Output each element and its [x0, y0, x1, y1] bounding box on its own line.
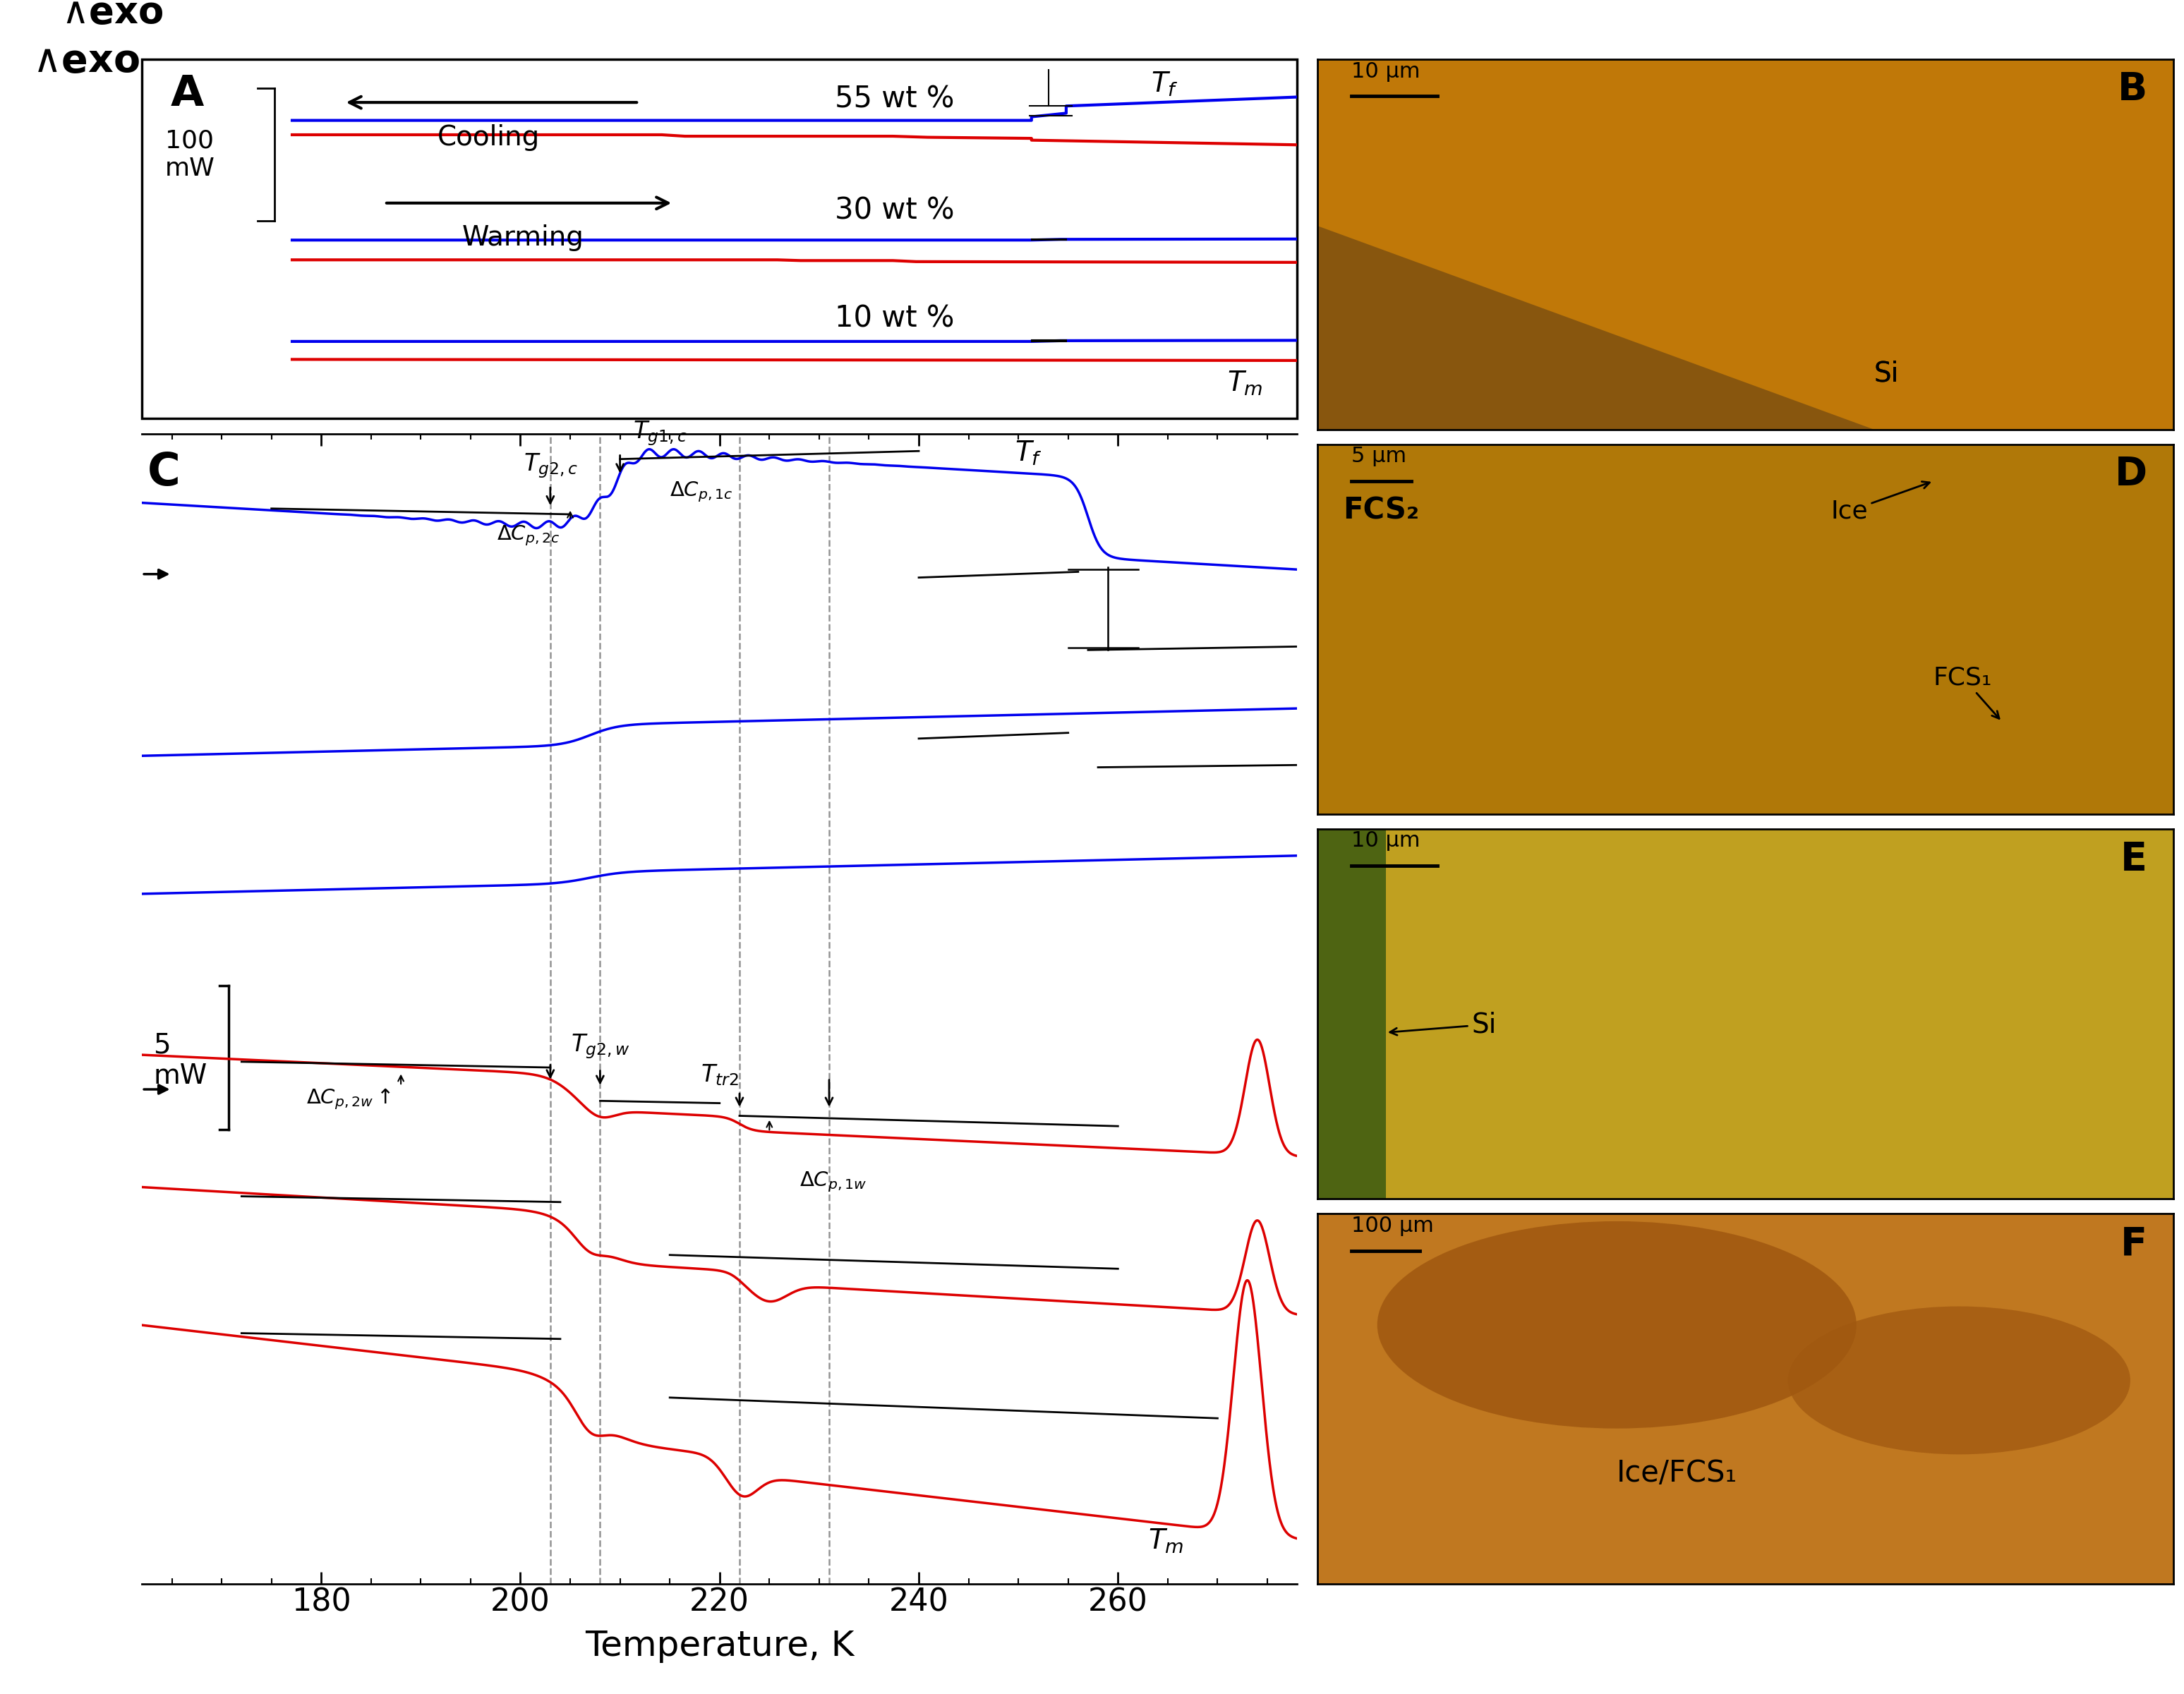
- Text: 30 wt %: 30 wt %: [834, 197, 954, 225]
- Text: 100 μm: 100 μm: [1352, 1216, 1435, 1237]
- Text: Si: Si: [1874, 361, 1898, 388]
- Text: $T_{g2,c}$: $T_{g2,c}$: [524, 452, 577, 479]
- Text: Si: Si: [1389, 1011, 1496, 1038]
- Text: Si: Si: [1874, 361, 1898, 388]
- Text: 100
mW: 100 mW: [166, 129, 214, 181]
- Text: $T_{tr2}$: $T_{tr2}$: [701, 1062, 738, 1088]
- Text: $T_{g2,w}$: $T_{g2,w}$: [570, 1033, 629, 1060]
- Text: C: C: [149, 451, 181, 495]
- Text: FCS₁: FCS₁: [1933, 666, 1998, 718]
- Text: FCS₂: FCS₂: [1343, 496, 1420, 525]
- Text: 10 wt %: 10 wt %: [834, 303, 954, 334]
- Text: $\Delta C_{p,2c}$: $\Delta C_{p,2c}$: [498, 523, 561, 547]
- Text: $\Delta C_{p,2w}\uparrow$: $\Delta C_{p,2w}\uparrow$: [306, 1088, 391, 1111]
- FancyBboxPatch shape: [142, 59, 1297, 418]
- Text: $T_f$: $T_f$: [1151, 69, 1177, 98]
- Text: D: D: [2114, 456, 2147, 493]
- X-axis label: Temperature, K: Temperature, K: [585, 1630, 854, 1664]
- Text: 10 μm: 10 μm: [1352, 830, 1420, 850]
- Text: $T_{g1,c}$: $T_{g1,c}$: [633, 420, 686, 447]
- Text: $T_m$: $T_m$: [1227, 369, 1262, 396]
- Text: Warming: Warming: [463, 225, 583, 251]
- Text: Cooling: Cooling: [437, 124, 539, 151]
- Text: 55 wt %: 55 wt %: [834, 85, 954, 113]
- Text: 10 μm: 10 μm: [1352, 61, 1420, 81]
- Polygon shape: [1317, 225, 1874, 429]
- Text: $\wedge$exo: $\wedge$exo: [33, 42, 140, 80]
- Text: $\Delta C_{p,1w}$: $\Delta C_{p,1w}$: [799, 1171, 867, 1194]
- Text: E: E: [2121, 840, 2147, 877]
- Text: Ice/FCS₁: Ice/FCS₁: [1616, 1459, 1738, 1487]
- Text: $T_m$: $T_m$: [1149, 1528, 1184, 1555]
- Circle shape: [1378, 1221, 1856, 1428]
- Text: $T_f$: $T_f$: [1016, 439, 1042, 468]
- Text: $\wedge$exo: $\wedge$exo: [61, 0, 164, 30]
- Circle shape: [1789, 1306, 2129, 1455]
- Text: A: A: [170, 73, 203, 115]
- Text: 5 μm: 5 μm: [1352, 446, 1406, 466]
- Bar: [1317, 828, 1387, 1199]
- Text: $\Delta C_{p,1c}$: $\Delta C_{p,1c}$: [670, 479, 734, 503]
- Text: F: F: [2121, 1225, 2147, 1264]
- Text: 5
mW: 5 mW: [153, 1032, 207, 1089]
- Text: Ice: Ice: [1830, 481, 1928, 523]
- Text: B: B: [2118, 71, 2147, 108]
